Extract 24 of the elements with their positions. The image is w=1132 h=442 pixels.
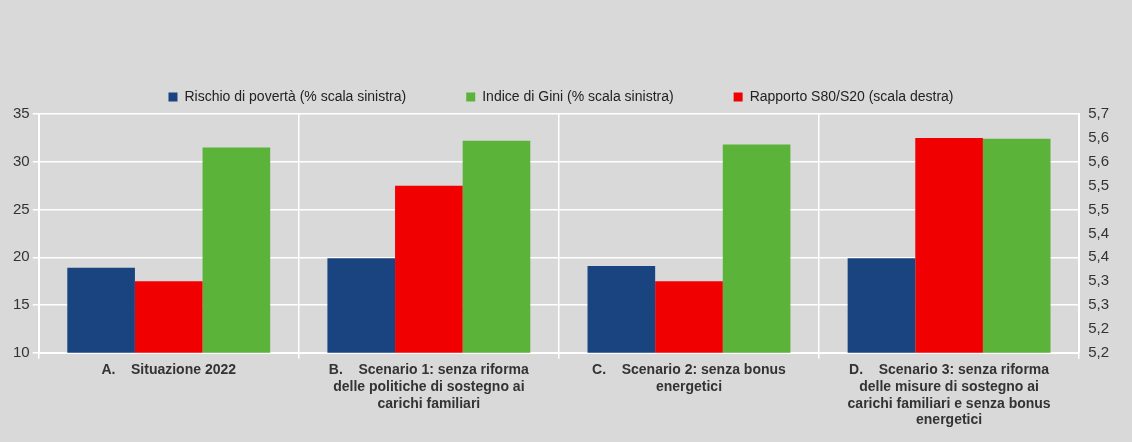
y-tick-label: 15 — [13, 295, 30, 313]
y-tick-label: 35 — [13, 104, 30, 122]
y-tick-label: 25 — [13, 199, 30, 217]
x-tick-label: B. Scenario 1: senza riforma delle politiche di sostegno ai carichi familiari — [328, 361, 530, 411]
y-tick-label: 20 — [13, 247, 30, 265]
y2-tick-label: 5,3 — [1088, 271, 1110, 289]
y2-tick-label: 5,5 — [1088, 175, 1110, 193]
x-tick-label: D. Scenario 3: senza riforma delle misure di sostegno ai carichi familiari e senza bonus energetici — [847, 361, 1051, 428]
y2-tick-label: 5,6 — [1088, 151, 1110, 169]
x-tick-label: A. Situazione 2022 — [101, 361, 237, 378]
y2-tick-label: 5,2 — [1088, 342, 1110, 360]
y2-tick-label: 5,4 — [1088, 247, 1110, 265]
y-tick-label: 10 — [13, 342, 30, 360]
legend-label: Rapporto S80/S20 (scala destra) — [749, 87, 954, 104]
x-tick-label: C. Scenario 2: senza bonus energetici — [592, 361, 787, 394]
legend-label: Indice di Gini (% scala sinistra) — [482, 87, 674, 104]
y2-tick-label: 5,4 — [1088, 223, 1110, 241]
y-tick-label: 30 — [13, 151, 30, 169]
y2-tick-label: 5,7 — [1088, 104, 1110, 122]
y2-tick-label: 5,2 — [1088, 319, 1110, 337]
legend-label: Rischio di povertà (% scala sinistra) — [184, 87, 407, 104]
y2-tick-label: 5,6 — [1088, 128, 1110, 146]
y2-tick-label: 5,3 — [1088, 295, 1110, 313]
y2-tick-label: 5,5 — [1088, 199, 1110, 217]
